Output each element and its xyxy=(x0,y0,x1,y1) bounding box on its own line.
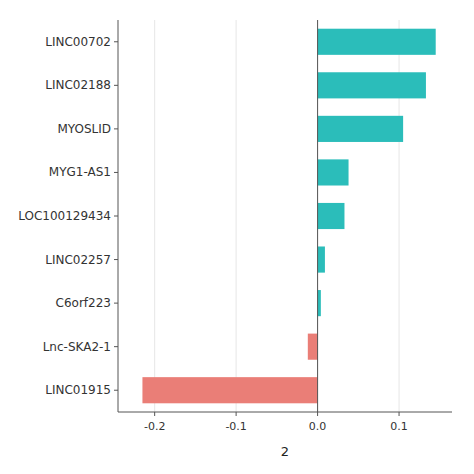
y-tick xyxy=(114,85,118,86)
y-tick xyxy=(114,216,118,217)
grid-line xyxy=(154,20,155,412)
bar xyxy=(318,246,325,272)
category-label: MYG1-AS1 xyxy=(49,165,111,179)
bar xyxy=(318,203,345,229)
bar xyxy=(308,334,318,360)
x-tick-label: -0.1 xyxy=(225,420,246,433)
y-tick xyxy=(114,41,118,42)
x-axis-line xyxy=(118,412,452,413)
y-ticks: LINC00702 LINC02188 MYOSLID MYG1-AS1 LOC1001… xyxy=(18,35,118,397)
bar xyxy=(142,377,317,403)
y-tick xyxy=(114,346,118,347)
category-label: LINC02257 xyxy=(45,253,111,267)
category-label: C6orf223 xyxy=(56,296,111,310)
category-label: LINC02188 xyxy=(45,78,111,92)
zero-line xyxy=(317,20,318,412)
bar xyxy=(318,72,426,98)
x-ticks: -0.2 -0.1 0.0 0.1 xyxy=(144,412,408,433)
x-tick xyxy=(399,412,400,416)
category-label: LOC100129434 xyxy=(18,209,111,223)
y-tick xyxy=(114,128,118,129)
x-tick-label: 0.1 xyxy=(390,420,408,433)
x-tick-label: -0.2 xyxy=(144,420,165,433)
bar xyxy=(318,116,404,142)
bar xyxy=(318,159,349,185)
y-tick xyxy=(114,303,118,304)
bars xyxy=(142,29,435,404)
bar xyxy=(318,29,436,55)
category-label: Lnc-SKA2-1 xyxy=(43,340,111,354)
x-tick xyxy=(317,412,318,416)
chart: -0.2 -0.1 0.0 0.1 LINC00702 LINC02188 MYOSLID M… xyxy=(0,0,474,474)
y-tick xyxy=(114,259,118,260)
y-tick xyxy=(114,172,118,173)
category-label: MYOSLID xyxy=(57,122,111,136)
x-tick xyxy=(154,412,155,416)
grid-line xyxy=(236,20,237,412)
x-tick-label: 0.0 xyxy=(309,420,327,433)
grid-line xyxy=(317,20,318,412)
y-tick xyxy=(114,390,118,391)
x-tick xyxy=(236,412,237,416)
x-axis-label: 2 xyxy=(281,444,289,459)
category-label: LINC00702 xyxy=(45,35,111,49)
category-label: LINC01915 xyxy=(45,383,111,397)
